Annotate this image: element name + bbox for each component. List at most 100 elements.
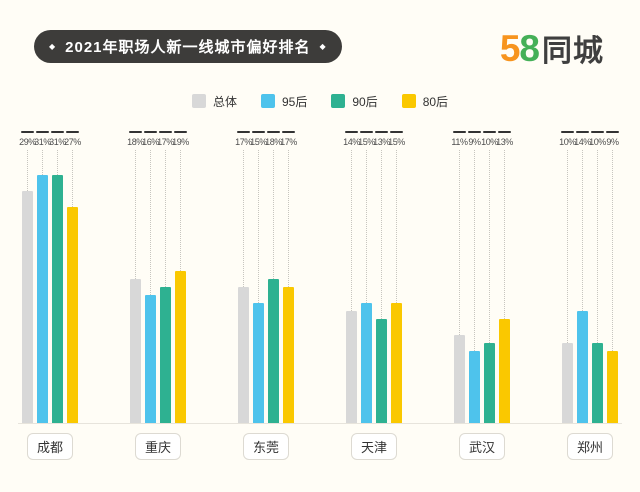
leader-dotted-line [165, 150, 166, 287]
tick-mark [21, 131, 34, 133]
tick-mark [606, 131, 619, 133]
bar-group: 14% 15% 13% 15% [343, 131, 405, 423]
bar-column: 16% [142, 131, 159, 423]
bar-value-label: 31% [34, 137, 51, 147]
chart-groups: 29% 31% 31% 27% 18% 16% 17% 19% 17% 15% 18% 17% 14% 1… [0, 131, 640, 423]
header: ◆ 2021年职场人新一线城市偏好排名 ◆ 5 8 同城 [34, 30, 604, 67]
tick-mark [282, 131, 295, 133]
leader-dotted-line [288, 150, 289, 287]
bar-value-label: 9% [606, 137, 619, 147]
leader-dotted-line [459, 150, 460, 335]
bar-value-label: 27% [64, 137, 81, 147]
legend-label: 95后 [281, 94, 308, 109]
tick-mark [36, 131, 49, 133]
bar [268, 279, 279, 423]
bar-group: 29% 31% 31% 27% [19, 131, 81, 423]
bar-column: 15% [358, 131, 375, 423]
bar-value-label: 31% [49, 137, 66, 147]
bar [145, 295, 156, 423]
bar [37, 175, 48, 423]
bar-column: 10% [559, 131, 576, 423]
bar [499, 319, 510, 423]
bar-column: 17% [157, 131, 174, 423]
leader-dotted-line [273, 150, 274, 279]
leader-dotted-line [57, 150, 58, 175]
bar-value-label: 18% [265, 137, 282, 147]
bar-column: 15% [388, 131, 405, 423]
city-label: 郑州 [566, 433, 613, 460]
diamond-right-icon: ◆ [319, 41, 327, 51]
legend-item: 90后 [331, 93, 378, 110]
city-label: 成都 [26, 433, 73, 460]
city-cell: 成都 [22, 433, 78, 460]
legend: 总体 95后 90后 80后 [0, 93, 640, 109]
bar [346, 311, 357, 423]
tick-mark [174, 131, 187, 133]
tick-mark [129, 131, 142, 133]
leader-dotted-line [582, 150, 583, 311]
tick-mark [576, 131, 589, 133]
bar-value-label: 15% [388, 137, 405, 147]
tick-mark [144, 131, 157, 133]
bar-value-label: 16% [142, 137, 159, 147]
legend-item: 95后 [260, 93, 308, 110]
bar-value-label: 14% [574, 137, 591, 147]
legend-swatch [260, 94, 275, 108]
tick-mark [468, 131, 481, 133]
bar [361, 303, 372, 423]
bar [592, 343, 603, 423]
tick-mark [591, 131, 604, 133]
tick-mark [159, 131, 172, 133]
bar-column: 14% [343, 131, 360, 423]
tick-mark [375, 131, 388, 133]
leader-dotted-line [612, 150, 613, 351]
leader-dotted-line [396, 150, 397, 303]
bar [22, 191, 33, 423]
bar-column: 18% [265, 131, 282, 423]
leader-dotted-line [381, 150, 382, 319]
leader-dotted-line [567, 150, 568, 343]
leader-dotted-line [489, 150, 490, 343]
bar [283, 287, 294, 423]
bar-value-label: 11% [451, 137, 468, 147]
city-label: 天津 [350, 433, 397, 460]
city-label: 武汉 [458, 433, 505, 460]
bar-column: 10% [589, 131, 606, 423]
bar [484, 343, 495, 423]
city-cell: 天津 [346, 433, 402, 460]
bar-column: 29% [19, 131, 36, 423]
bar-column: 9% [468, 131, 481, 423]
bar-group: 17% 15% 18% 17% [235, 131, 297, 423]
bar-column: 15% [250, 131, 267, 423]
bar-value-label: 15% [250, 137, 267, 147]
bar-value-label: 13% [496, 137, 513, 147]
title-pill: ◆ 2021年职场人新一线城市偏好排名 ◆ [34, 30, 342, 63]
bar [238, 287, 249, 423]
leader-dotted-line [504, 150, 505, 319]
bar-value-label: 13% [373, 137, 390, 147]
bar-group: 18% 16% 17% 19% [127, 131, 189, 423]
bar [160, 287, 171, 423]
leader-dotted-line [474, 150, 475, 351]
bar-column: 27% [64, 131, 81, 423]
legend-item: 80后 [401, 93, 449, 110]
bar-column: 13% [373, 131, 390, 423]
tick-mark [390, 131, 403, 133]
legend-label: 90后 [352, 94, 378, 109]
bar-value-label: 17% [235, 137, 252, 147]
bar [52, 175, 63, 423]
bar-column: 19% [172, 131, 189, 423]
leader-dotted-line [258, 150, 259, 303]
legend-label: 总体 [212, 94, 237, 109]
bar [376, 319, 387, 423]
bar-value-label: 10% [481, 137, 498, 147]
leader-dotted-line [180, 150, 181, 271]
legend-item: 总体 [191, 93, 237, 110]
bar-group: 10% 14% 10% 9% [559, 131, 619, 423]
leader-dotted-line [27, 150, 28, 191]
legend-label: 80后 [422, 94, 449, 109]
city-row: 成都 重庆 东莞 天津 武汉 郑州 [0, 433, 640, 460]
bar [175, 271, 186, 423]
tick-mark [252, 131, 265, 133]
